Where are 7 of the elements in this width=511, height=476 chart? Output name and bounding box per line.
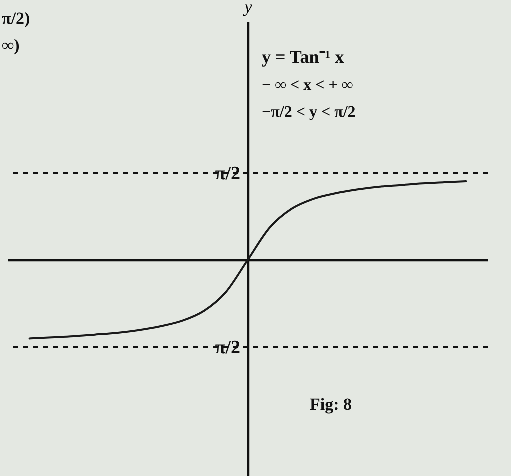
annotation: y = Tan⁻¹ x (262, 47, 344, 67)
y-axis-title: y (242, 0, 253, 16)
annotation: Fig: 8 (310, 395, 352, 414)
annotation: −π/2 < y < π/2 (262, 104, 356, 121)
annotation: ∞) (2, 36, 20, 55)
annotation: π/2) (2, 9, 30, 28)
annotation: − ∞ < x < + ∞ (262, 77, 354, 94)
